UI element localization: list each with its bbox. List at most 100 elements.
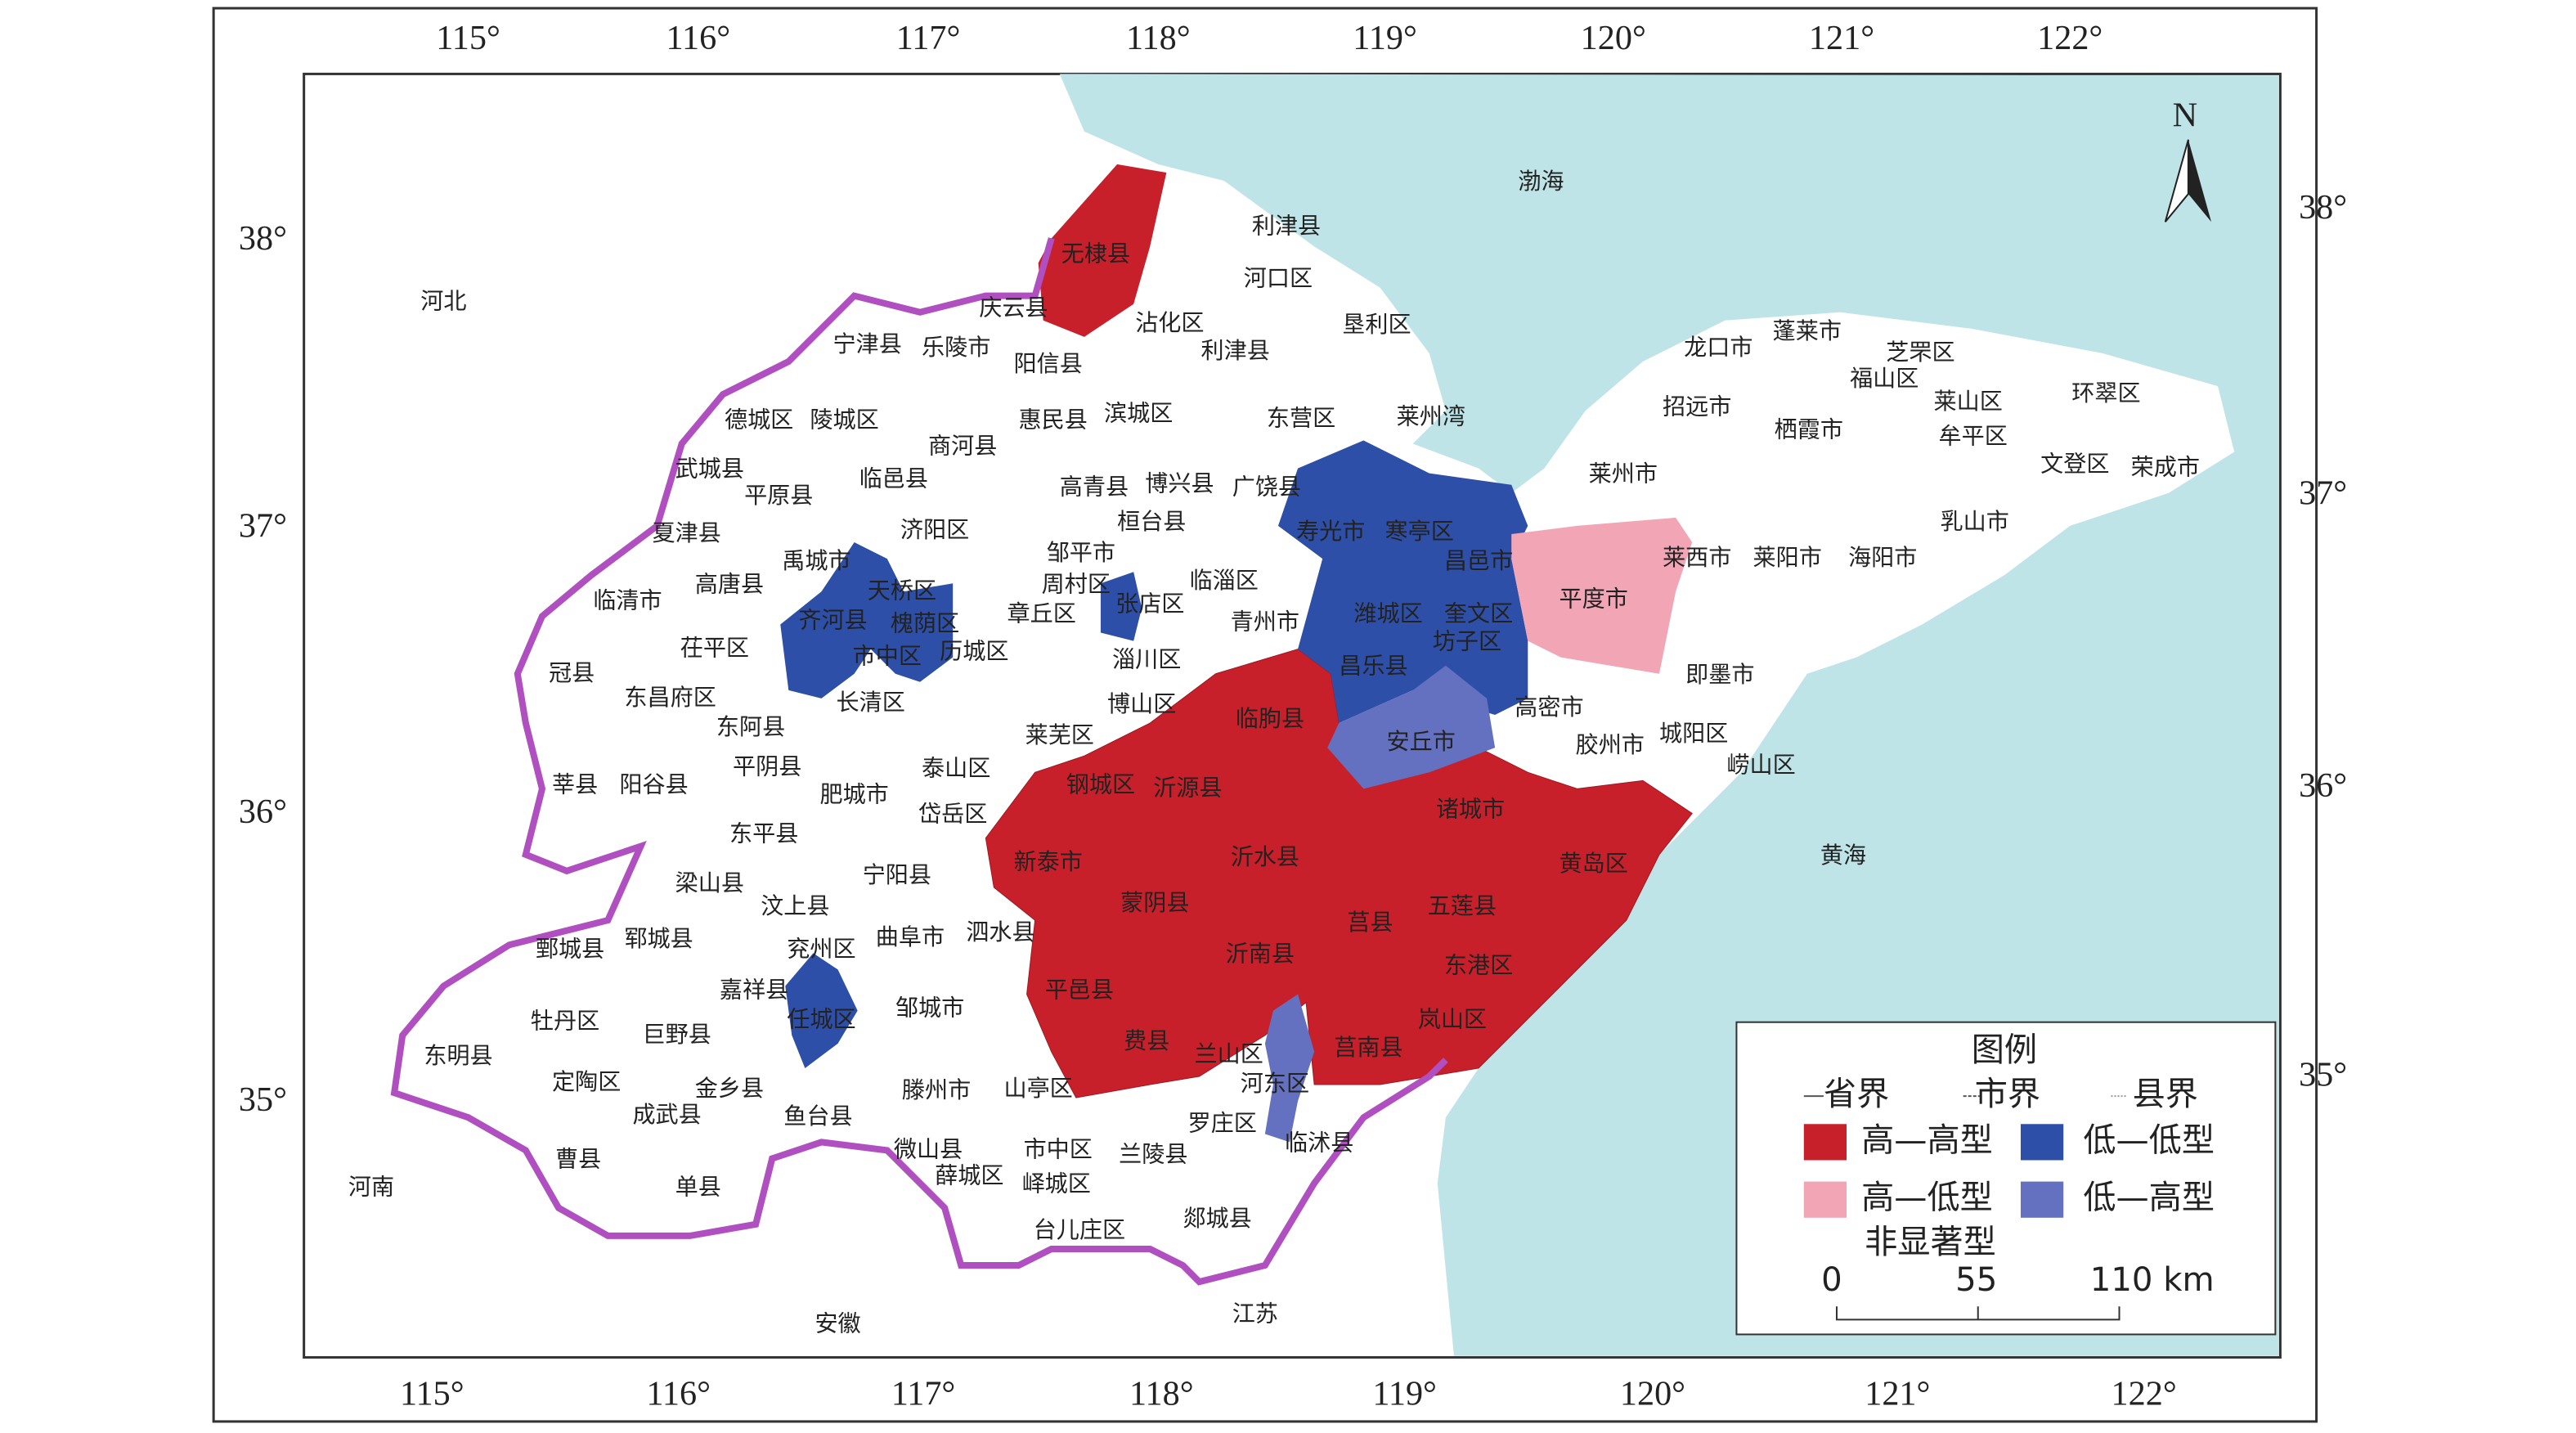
place-label: 博山区 (1107, 690, 1176, 717)
place-label: 岚山区 (1418, 1006, 1487, 1033)
place-label: 金乡县 (695, 1075, 764, 1102)
place-label: 天桥区 (868, 577, 936, 604)
legend-label: 低—低型 (2083, 1121, 2215, 1159)
legend-label: 非显著型 (1865, 1224, 1996, 1261)
place-label: 莱阳市 (1753, 544, 1822, 571)
place-label: 冠县 (549, 659, 595, 686)
place-label: 曹县 (555, 1145, 601, 1172)
place-label: 寒亭区 (1385, 518, 1454, 545)
place-label: 招远市 (1663, 393, 1731, 420)
place-label: 巨野县 (643, 1021, 711, 1048)
latitude-label: 37° (2299, 474, 2347, 512)
place-label: 滕州市 (902, 1076, 971, 1103)
place-label: 宁津县 (833, 330, 902, 357)
legend-box (1735, 1021, 2277, 1336)
place-label: 齐河县 (798, 606, 867, 633)
place-label: 淄川区 (1112, 646, 1181, 673)
place-label: 费县 (1124, 1027, 1169, 1054)
place-label: 平邑县 (1045, 977, 1114, 1004)
legend-swatch (1803, 1181, 1847, 1218)
place-label: 宁阳县 (863, 861, 931, 888)
place-label: 庆云县 (979, 294, 1048, 321)
place-label: 莱州市 (1589, 460, 1658, 487)
place-label: 龙口市 (1684, 334, 1752, 361)
place-label: 东昌府区 (624, 684, 716, 711)
place-label: 桓台县 (1117, 508, 1186, 535)
place-label: 五莲县 (1428, 892, 1497, 919)
place-label: 栖霞市 (1775, 416, 1843, 442)
longitude-label: 119° (1372, 1374, 1437, 1413)
place-label: 郓城县 (624, 925, 693, 952)
place-label: 河南 (348, 1174, 394, 1201)
place-label: 广饶县 (1232, 474, 1301, 501)
place-label: 德城区 (725, 406, 793, 433)
longitude-label: 115° (400, 1374, 464, 1413)
longitude-label: 115° (436, 19, 500, 57)
place-label: 兰山区 (1195, 1040, 1263, 1067)
latitude-label: 37° (239, 507, 287, 546)
longitude-label: 120° (1620, 1374, 1685, 1413)
place-label: 周村区 (1042, 570, 1111, 597)
longitude-label: 117° (896, 19, 961, 57)
longitude-label: 118° (1129, 1374, 1194, 1413)
place-label: 城阳区 (1659, 720, 1728, 747)
place-label: 东平县 (729, 820, 798, 847)
place-label: 乳山市 (1941, 508, 2009, 535)
scale-label: 0 (1821, 1261, 1842, 1299)
place-label: 河北 (420, 288, 466, 315)
legend-label: 县界 (2133, 1076, 2198, 1113)
north-label: N (2173, 96, 2197, 134)
place-label: 黄海 (1820, 842, 1866, 869)
place-label: 临清市 (593, 586, 662, 613)
place-label: 河东区 (1241, 1070, 1309, 1097)
place-label: 惠民县 (1019, 406, 1088, 433)
latitude-label: 38° (239, 219, 287, 258)
place-label: 莘县 (552, 770, 598, 797)
place-label: 临邑县 (859, 465, 928, 492)
latitude-label: 36° (2299, 766, 2347, 805)
legend-swatch (2020, 1181, 2064, 1218)
low-low-region (780, 542, 954, 699)
longitude-label: 119° (1353, 19, 1417, 57)
place-label: 无棣县 (1061, 240, 1130, 267)
latitude-label: 35° (2299, 1056, 2347, 1094)
scale-label: 110 km (2090, 1261, 2215, 1299)
place-label: 莒县 (1347, 909, 1393, 936)
place-label: 牟平区 (1939, 422, 2008, 449)
place-label: 张店区 (1115, 590, 1184, 617)
place-label: 河口区 (1244, 265, 1313, 292)
place-label: 茌平区 (680, 635, 749, 662)
low-high-region (1264, 994, 1315, 1143)
place-label: 微山县 (894, 1135, 963, 1162)
place-label: 夏津县 (653, 519, 721, 546)
place-label: 嘉祥县 (720, 977, 788, 1004)
place-label: 济阳区 (900, 516, 969, 543)
legend-title: 图例 (1972, 1031, 2037, 1069)
place-label: 昌邑市 (1444, 547, 1513, 574)
legend-label: 省界 (1824, 1076, 1889, 1113)
place-label: 阳信县 (1014, 350, 1083, 377)
place-label: 商河县 (928, 432, 997, 459)
place-label: 鱼台县 (783, 1103, 852, 1130)
place-label: 成武县 (632, 1101, 701, 1128)
place-label: 蓬莱市 (1773, 317, 1842, 344)
place-label: 邹城市 (895, 995, 964, 1022)
longitude-label: 122° (2112, 1374, 2177, 1413)
place-label: 莱山区 (1934, 388, 2003, 415)
place-label: 高青县 (1060, 474, 1129, 501)
province-boundary (390, 237, 1448, 1286)
place-label: 鄄城县 (536, 935, 604, 962)
place-label: 罗庄区 (1187, 1109, 1256, 1136)
place-label: 东明县 (424, 1042, 492, 1069)
place-label: 沂水县 (1231, 843, 1299, 870)
place-label: 新泰市 (1014, 848, 1083, 875)
legend-label: 低—高型 (2083, 1179, 2215, 1217)
place-label: 安徽 (815, 1309, 860, 1336)
longitude-label: 116° (646, 1374, 711, 1413)
place-label: 陵城区 (810, 406, 878, 433)
place-label: 环翠区 (2071, 380, 2140, 407)
low-low-region (1277, 440, 1528, 724)
legend-swatch (2020, 1124, 2064, 1161)
place-label: 芝罘区 (1886, 339, 1954, 366)
place-label: 莒南县 (1334, 1034, 1402, 1061)
